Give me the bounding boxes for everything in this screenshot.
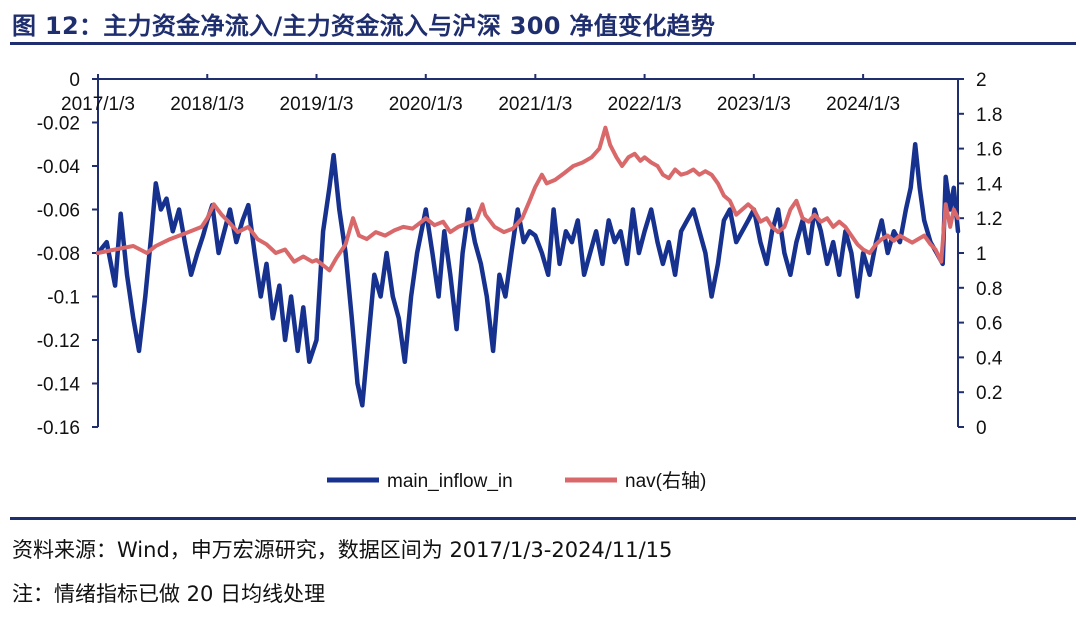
y-left-tick-label: -0.12	[37, 331, 80, 352]
y-right-tick-label: 1	[976, 244, 987, 265]
page-title: 图 12：主力资金净流入/主力资金流入与沪深 300 净值变化趋势	[12, 12, 716, 40]
y-left-tick-label: -0.1	[47, 288, 80, 309]
y-right-tick-label: 0.6	[976, 314, 1002, 335]
y-right-tick-label: 2	[976, 70, 987, 91]
chart-axes: 0 -0.02 -0.04 -0.06 -0.08 -0.1 -0.12 -0.14 -0.16…	[37, 70, 1003, 439]
source-note: 资料来源：Wind，申万宏源研究，数据区间为 2017/1/3-2024/11/…	[12, 538, 673, 562]
footer-divider	[10, 517, 1076, 520]
y-right-tick-label: 0.2	[976, 383, 1002, 404]
x-tick-label: 2018/1/3	[170, 94, 244, 115]
x-tick-label: 2023/1/3	[717, 94, 791, 115]
x-tick-label: 2022/1/3	[608, 94, 682, 115]
y-left-tick-label: -0.14	[37, 375, 81, 396]
x-tick-label: 2021/1/3	[498, 94, 572, 115]
x-tick-label: 2017/1/3	[61, 94, 135, 115]
x-tick-label: 2020/1/3	[389, 94, 463, 115]
y-left-tick-label: -0.02	[37, 114, 80, 135]
y-left-tick-label: -0.06	[37, 201, 80, 222]
x-tick-label: 2024/1/3	[826, 94, 900, 115]
y-left-tick-label: -0.16	[37, 418, 80, 439]
series-line-nav	[96, 125, 960, 273]
chart-legend: main_inflow_in nav(右轴)	[327, 470, 706, 492]
y-right-tick-label: 0.8	[976, 279, 1002, 300]
title-divider	[10, 42, 1076, 45]
legend-nav-label: nav(右轴)	[625, 470, 706, 492]
y-left-tick-label: 0	[69, 70, 80, 91]
y-right-tick-label: 1.6	[976, 140, 1002, 161]
y-right-tick-label: 1.2	[976, 209, 1002, 230]
y-left-tick-label: -0.04	[37, 157, 81, 178]
chart-canvas: 0 -0.02 -0.04 -0.06 -0.08 -0.1 -0.12 -0.14 -0.16…	[37, 70, 1003, 492]
y-right-tick-label: 0	[976, 418, 987, 439]
y-right-tick-label: 1.8	[976, 105, 1002, 126]
y-right-tick-label: 0.4	[976, 348, 1003, 369]
series-line-main-inflow	[95, 142, 961, 408]
chart-series	[95, 125, 961, 408]
legend-main-inflow-label: main_inflow_in	[387, 471, 513, 492]
y-left-tick-label: -0.08	[37, 244, 80, 265]
footnote: 注：情绪指标已做 20 日均线处理	[12, 582, 326, 606]
x-tick-label: 2019/1/3	[280, 94, 354, 115]
y-right-tick-label: 1.4	[976, 174, 1003, 195]
